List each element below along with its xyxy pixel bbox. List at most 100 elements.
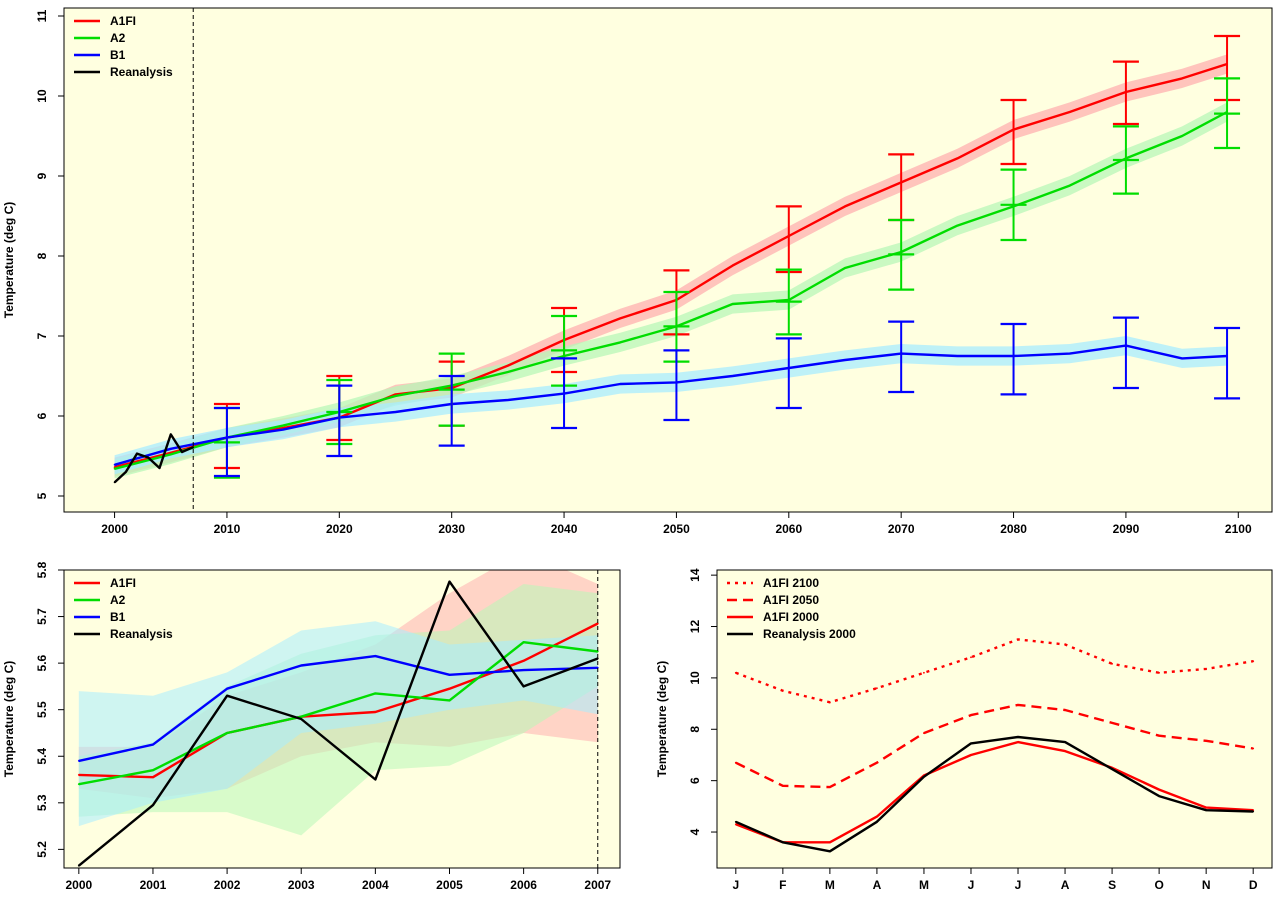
x-tick-label: S <box>1108 878 1116 892</box>
y-tick-label: 6 <box>688 777 702 784</box>
y-tick-label: 11 <box>35 9 49 22</box>
x-tick-label: J <box>968 878 975 892</box>
series-line-reanalysis <box>78 580 599 867</box>
data-point-b1 <box>731 375 734 377</box>
y-tick-label: 5.5 <box>35 701 49 718</box>
data-point-b1 <box>956 355 959 357</box>
data-point-a2 <box>374 692 377 695</box>
data-point-a1fi-2050 <box>1064 709 1066 711</box>
y-axis-label: Temperature (deg C) <box>2 202 16 318</box>
data-point-reanalysis-2000 <box>1111 768 1113 770</box>
data-point-a1fi-2000 <box>1205 806 1208 809</box>
x-tick-label: 2030 <box>438 522 465 536</box>
data-point-a2 <box>844 267 846 269</box>
y-tick-label: 5.4 <box>35 748 49 765</box>
data-point-a1fi-2000 <box>829 841 831 844</box>
data-point-reanalysis-2000 <box>781 841 784 844</box>
y-tick-label: 5.3 <box>35 794 49 811</box>
legend-label: A2 <box>110 593 126 607</box>
data-point-a1fi <box>956 157 959 160</box>
data-point-a1fi-2000 <box>970 754 972 756</box>
x-tick-label: 2000 <box>101 522 128 536</box>
data-point-a1fi <box>731 264 734 267</box>
data-point-a1fi-2100 <box>781 689 784 692</box>
data-point-a1fi-2000 <box>1064 750 1066 752</box>
data-point-a1fi-2100 <box>1252 660 1255 663</box>
data-point-a1fi-2000 <box>734 823 737 826</box>
x-tick-label: J <box>1015 878 1022 892</box>
band-a1fi <box>114 54 1228 477</box>
x-tick-label: A <box>873 878 882 892</box>
data-point-a2 <box>619 341 622 344</box>
data-point-a2 <box>1181 135 1183 137</box>
y-tick-label: 6 <box>35 412 49 419</box>
data-point-reanalysis-2000 <box>734 820 737 823</box>
data-point-a1fi-2100 <box>1111 662 1113 665</box>
data-point-reanalysis <box>522 685 525 688</box>
data-point-a1fi-2000 <box>876 815 878 818</box>
chart-panel-3: J F M A M J J A S O N D 4 6 8 10 12 14 Temperature (deg C)… <box>655 568 1273 892</box>
data-point-a2 <box>113 467 116 470</box>
y-tick-label: 5.8 <box>35 561 49 578</box>
data-point-reanalysis <box>448 580 451 583</box>
legend: A1FI A2 B1 Reanalysis <box>74 14 173 79</box>
legend-label: A2 <box>110 31 126 45</box>
data-point-a1fi-2050 <box>923 732 925 734</box>
error-bar-b1 <box>1214 326 1241 400</box>
data-point-reanalysis <box>158 467 161 469</box>
x-tick-label: 2090 <box>1113 522 1140 536</box>
error-bar-a2 <box>1112 125 1139 195</box>
data-point-b1 <box>1181 357 1183 360</box>
x-tick-label: 2004 <box>362 878 389 892</box>
data-point-a1fi <box>522 659 525 662</box>
data-point-a2 <box>731 303 734 305</box>
data-point-reanalysis <box>300 718 303 720</box>
data-point-a2 <box>1068 184 1071 187</box>
x-tick-label: 2060 <box>775 522 802 536</box>
band-b1 <box>114 336 1228 475</box>
data-point-a2 <box>169 453 172 456</box>
data-point-reanalysis <box>181 451 183 453</box>
series-line-reanalysis-2000 <box>735 735 1254 853</box>
x-tick-label: 2006 <box>510 878 537 892</box>
data-point-a2 <box>77 783 80 786</box>
error-bar-b1 <box>213 406 240 478</box>
y-tick-label: 5 <box>35 492 49 499</box>
x-tick-label: 2007 <box>584 878 611 892</box>
series-line-a1fi <box>78 622 599 779</box>
x-tick-label: 2020 <box>326 522 353 536</box>
data-point-a1fi-2050 <box>1252 747 1255 750</box>
data-point-reanalysis <box>147 456 150 459</box>
series-line-a2 <box>78 641 598 786</box>
legend-label: Reanalysis 2000 <box>763 627 856 641</box>
data-point-a1fi <box>596 622 599 625</box>
error-bar-b1 <box>663 349 690 422</box>
data-point-b1 <box>394 411 397 413</box>
data-point-a1fi <box>619 317 622 320</box>
y-tick-label: 7 <box>35 332 49 339</box>
data-point-a1fi <box>374 711 377 713</box>
data-point-a1fi-2100 <box>1158 671 1160 674</box>
data-point-b1 <box>77 760 80 762</box>
data-point-a1fi-2050 <box>734 761 737 764</box>
data-point-reanalysis-2000 <box>1064 741 1066 743</box>
legend: A1FI A2 B1 Reanalysis <box>74 576 173 641</box>
legend: A1FI 2100 A1FI 2050 A1FI 2000 Reanalysis 20… <box>727 576 856 641</box>
x-tick-label: O <box>1154 878 1163 892</box>
x-tick-label: 2050 <box>663 522 690 536</box>
y-axis-label: Temperature (deg C) <box>655 661 669 777</box>
data-point-a1fi <box>448 687 451 690</box>
data-point-b1 <box>619 383 622 385</box>
y-tick-label: 5.7 <box>35 608 49 625</box>
data-point-reanalysis <box>226 694 229 697</box>
data-point-reanalysis <box>192 446 195 449</box>
error-bar-b1 <box>1112 316 1139 390</box>
legend-label: A1FI <box>110 14 136 28</box>
data-point-a1fi-2100 <box>1017 638 1019 641</box>
data-point-a1fi <box>507 364 509 367</box>
y-tick-label: 9 <box>35 172 49 179</box>
data-point-a1fi-2050 <box>970 714 972 716</box>
data-point-reanalysis-2000 <box>876 820 878 823</box>
data-point-a1fi-2000 <box>1017 741 1019 743</box>
